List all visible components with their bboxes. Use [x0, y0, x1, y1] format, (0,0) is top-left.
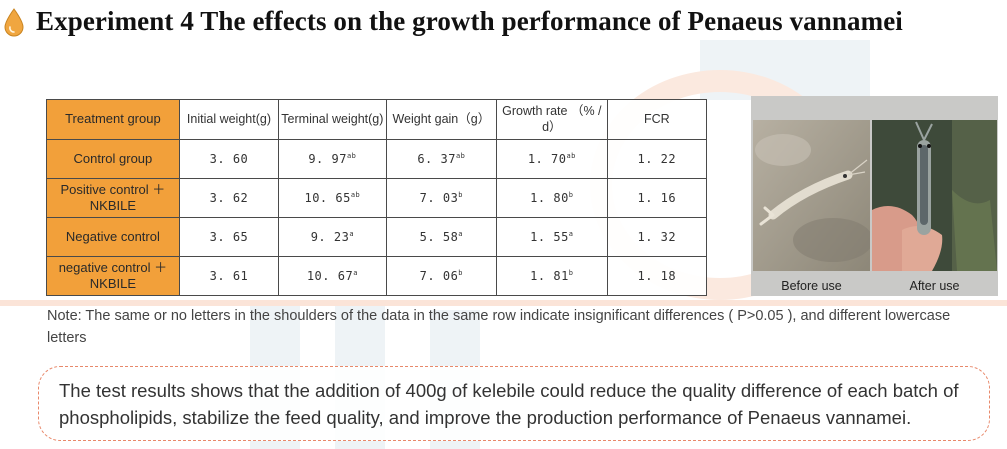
- fcr-cell: 1. 16: [606, 178, 708, 218]
- group-cell: Control group: [46, 139, 180, 179]
- initial-weight-cell: 3. 61: [178, 256, 280, 296]
- fcr-cell: 1. 22: [606, 139, 708, 179]
- initial-weight-cell: 3. 65: [178, 217, 280, 257]
- table-row: Control group 3. 60 9. 97ab 6. 37ab 1. 7…: [46, 139, 708, 179]
- significance-letter: b: [458, 268, 464, 277]
- bg-stripe: [0, 300, 1007, 306]
- growth-rate-cell: 1. 70ab: [496, 139, 608, 179]
- oil-drop-icon: [4, 7, 24, 36]
- header-weight-gain: Weight gain（g）: [385, 99, 498, 140]
- shrimp-after-image: [872, 120, 997, 271]
- header-terminal-weight: Terminal weight(g): [278, 99, 387, 140]
- table-row: negative control ＋NKBILE 3. 61 10. 67a 7…: [46, 256, 708, 296]
- significance-letter: ab: [455, 151, 466, 160]
- initial-weight-cell: 3. 60: [178, 139, 280, 179]
- group-cell: negative control ＋NKBILE: [46, 256, 180, 296]
- table-note: Note: The same or no letters in the shou…: [47, 308, 951, 346]
- conclusion-text: The test results shows that the addition…: [59, 380, 959, 428]
- header-growth-rate: Growth rate （% / d）: [496, 99, 608, 140]
- group-cell: Positive control ＋NKBILE: [46, 178, 180, 218]
- weight-gain-cell: 5. 58a: [385, 217, 498, 257]
- table-row: Negative control 3. 65 9. 23a 5. 58a 1. …: [46, 217, 708, 257]
- significance-letter: a: [458, 229, 464, 238]
- significance-letter: a: [353, 268, 358, 277]
- page-title: Experiment 4 The effects on the growth p…: [36, 6, 903, 36]
- weight-gain-cell: 7. 03b: [385, 178, 498, 218]
- growth-rate-cell: 1. 81b: [496, 256, 608, 296]
- significance-letter: ab: [350, 190, 361, 199]
- header-fcr: FCR: [606, 99, 708, 140]
- fcr-cell: 1. 18: [606, 256, 708, 296]
- significance-letter: b: [568, 190, 574, 199]
- growth-rate-cell: 1. 55a: [496, 217, 608, 257]
- significance-letter: ab: [346, 151, 357, 160]
- significance-letter: b: [458, 190, 464, 199]
- before-use-caption: Before use: [781, 279, 842, 293]
- after-use-caption: After use: [909, 279, 960, 293]
- terminal-weight-cell: 9. 97ab: [278, 139, 387, 179]
- terminal-weight-cell: 10. 65ab: [278, 178, 387, 218]
- terminal-weight-cell: 9. 23a: [278, 217, 387, 257]
- shrimp-before-image: [753, 120, 870, 271]
- header-initial-weight: Initial weight(g): [178, 99, 280, 140]
- photo-panel: Before use After use: [751, 96, 998, 296]
- growth-rate-cell: 1. 80b: [496, 178, 608, 218]
- significance-letter: a: [349, 229, 355, 238]
- table-row: Positive control ＋NKBILE 3. 62 10. 65ab …: [46, 178, 708, 218]
- weight-gain-cell: 7. 06b: [385, 256, 498, 296]
- significance-letter: b: [568, 268, 574, 277]
- results-table: Treatment group Initial weight(g) Termin…: [46, 99, 708, 296]
- significance-letter: ab: [566, 151, 576, 160]
- table-header-row: Treatment group Initial weight(g) Termin…: [46, 99, 708, 140]
- conclusion-box: The test results shows that the addition…: [38, 366, 990, 441]
- weight-gain-cell: 6. 37ab: [385, 139, 498, 179]
- group-cell: Negative control: [46, 217, 180, 257]
- fcr-cell: 1. 32: [606, 217, 708, 257]
- header-treatment-group: Treatment group: [46, 99, 180, 140]
- significance-letter: a: [568, 229, 574, 238]
- after-use-photo: [872, 120, 997, 271]
- initial-weight-cell: 3. 62: [178, 178, 280, 218]
- terminal-weight-cell: 10. 67a: [278, 256, 387, 296]
- title-row: Experiment 4 The effects on the growth p…: [2, 6, 903, 37]
- before-use-photo: [753, 120, 870, 271]
